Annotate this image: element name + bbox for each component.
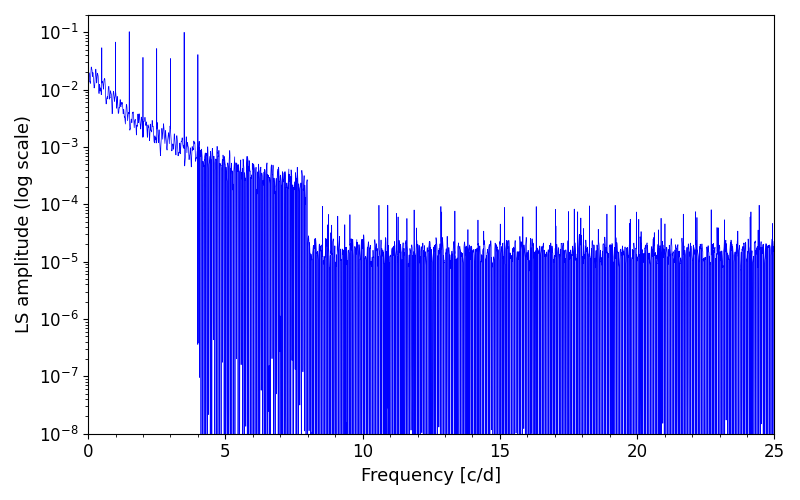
Y-axis label: LS amplitude (log scale): LS amplitude (log scale)	[15, 116, 33, 334]
X-axis label: Frequency [c/d]: Frequency [c/d]	[361, 467, 502, 485]
